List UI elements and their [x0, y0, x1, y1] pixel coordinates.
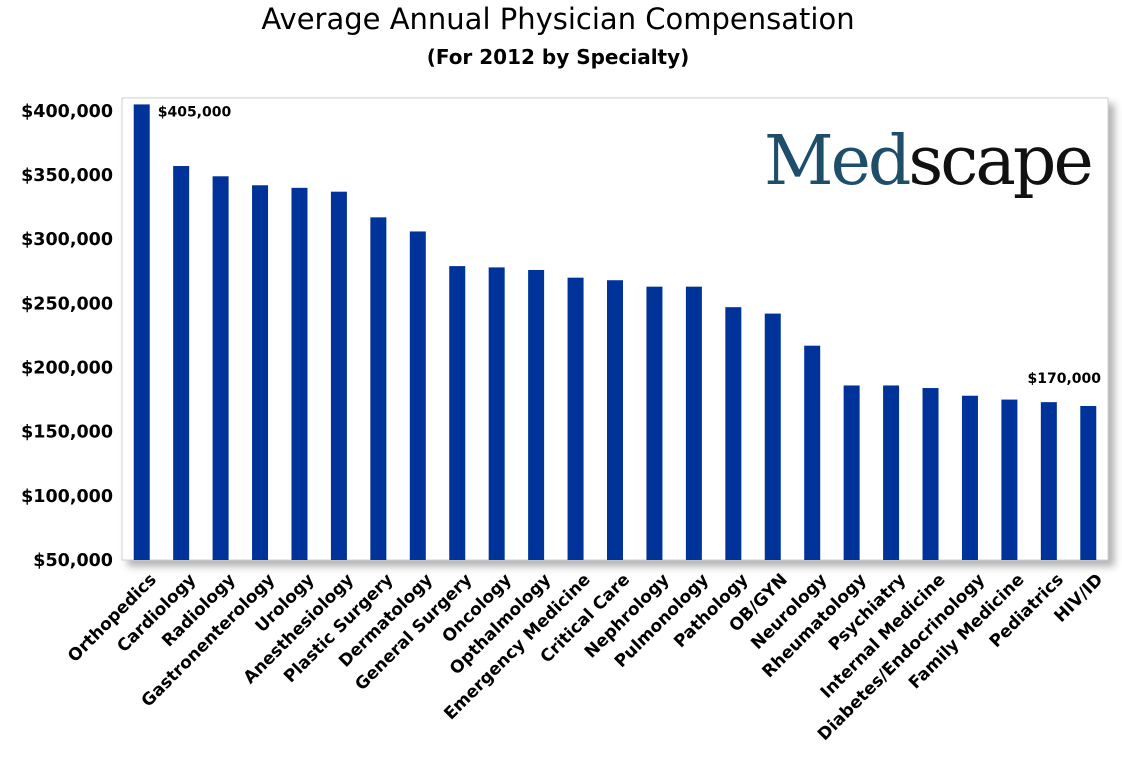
bar: [133, 104, 150, 561]
data-label: $405,000: [158, 104, 232, 120]
bar: [804, 345, 821, 560]
y-tick-label: $200,000: [21, 359, 113, 379]
bar: [843, 385, 860, 560]
bar: [764, 313, 781, 560]
bar: [1001, 399, 1018, 560]
bar: [685, 286, 702, 560]
bar: [449, 266, 466, 560]
data-labels: $405,000 $170,000: [158, 104, 1102, 387]
bar: [528, 269, 545, 560]
bar: [1080, 406, 1097, 560]
y-axis: $50,000 $100,000 $150,000 $200,000 $250,000 $…: [21, 102, 113, 571]
bar: [883, 385, 900, 560]
bar: [252, 185, 269, 560]
y-tick-label: $300,000: [21, 230, 113, 250]
y-tick-label: $250,000: [21, 294, 113, 314]
x-axis: OrthopedicsCardiologyRadiologyGastronent…: [64, 570, 1107, 745]
chart-title: Average Annual Physician Compensation: [261, 2, 855, 36]
bar: [173, 166, 190, 560]
bar: [212, 176, 229, 561]
logo-scape-text: scape: [908, 122, 1093, 201]
bar: [961, 395, 978, 560]
bar: [922, 388, 939, 560]
bar: [488, 267, 505, 560]
logo-med-text: Med: [764, 122, 911, 201]
bar: [409, 231, 426, 560]
bar: [646, 286, 663, 560]
bar: [330, 191, 347, 560]
bar: [370, 217, 387, 560]
medscape-logo: Medscape: [764, 128, 1094, 196]
bar: [1040, 402, 1057, 560]
y-tick-label: $350,000: [21, 166, 113, 186]
data-label: $170,000: [1028, 371, 1102, 387]
bar: [291, 187, 308, 561]
y-tick-label: $150,000: [21, 423, 113, 443]
bar-series: [133, 104, 1097, 561]
y-tick-label: $50,000: [33, 551, 113, 571]
bar: [567, 277, 584, 560]
chart-subtitle: (For 2012 by Specialty): [426, 45, 690, 69]
y-tick-label: $100,000: [21, 487, 113, 507]
bar: [607, 280, 623, 560]
bar: [725, 307, 742, 560]
y-tick-label: $400,000: [21, 102, 113, 122]
